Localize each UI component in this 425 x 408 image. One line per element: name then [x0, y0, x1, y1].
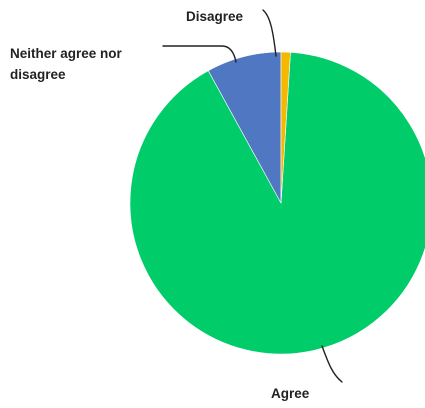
- slice-label-neither-line-1: Neither agree nor: [10, 46, 123, 61]
- slice-label-agree: Agree: [271, 386, 310, 401]
- leader-line-agree: [321, 345, 343, 383]
- pie-slice-agree: [129, 51, 425, 355]
- leader-line-disagree: [262, 9, 277, 57]
- leader-line-neither: [162, 45, 237, 63]
- pie-slices: [129, 51, 425, 355]
- pie-slice-disagree: [280, 51, 291, 204]
- slice-label-disagree: Disagree: [186, 9, 244, 24]
- slice-label-neither-line-2: disagree: [10, 67, 66, 82]
